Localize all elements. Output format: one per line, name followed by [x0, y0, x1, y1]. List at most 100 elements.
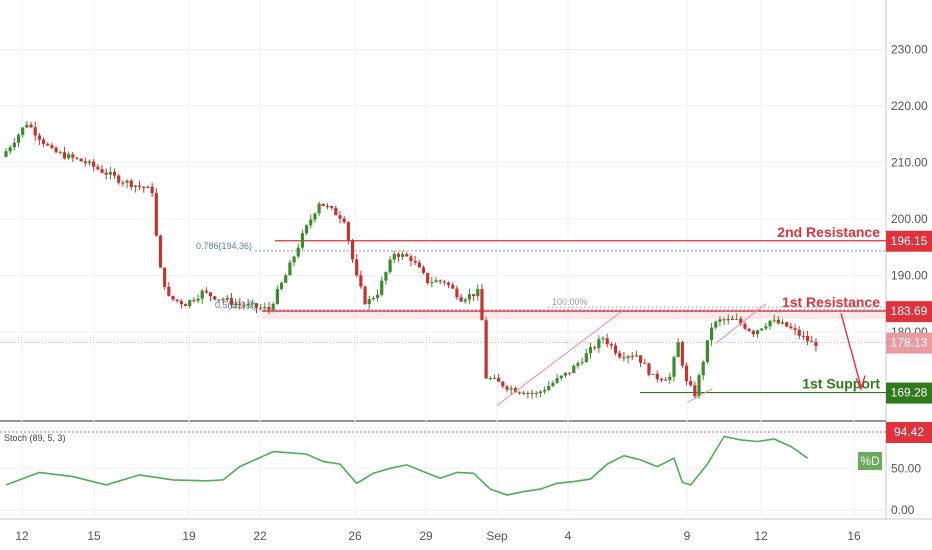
candle-body	[62, 152, 67, 159]
drawings	[496, 303, 866, 406]
level-price-badge: 196.15	[891, 234, 928, 248]
candle-body	[300, 233, 305, 248]
candle-body	[659, 379, 664, 381]
candle-body	[401, 254, 405, 257]
candle-body	[684, 365, 689, 382]
candle-body	[609, 344, 613, 346]
y-tick-label: 200.00	[891, 212, 928, 226]
candle-body	[275, 289, 279, 304]
candle-body	[163, 267, 167, 287]
candle-body	[142, 186, 146, 189]
candle-body	[755, 330, 760, 335]
candle-body	[580, 362, 584, 364]
candle-body	[680, 342, 684, 366]
x-tick-label: 4	[565, 529, 572, 543]
candle-body	[83, 161, 87, 164]
candle-body	[497, 377, 501, 382]
candle-body	[705, 340, 709, 362]
y-axis-ticks: 230.00220.00210.00200.00190.00180.0050.0…	[891, 43, 928, 518]
candle-body	[446, 282, 451, 285]
candle-body	[375, 294, 380, 299]
pattern-leg-line	[496, 311, 621, 406]
candle-body	[112, 172, 117, 176]
candle-body	[292, 256, 296, 263]
candle-body	[392, 254, 396, 260]
x-tick-label: 29	[419, 529, 433, 543]
candle-body	[618, 353, 622, 358]
candle-body	[317, 203, 321, 214]
level-price-badge: 183.69	[891, 304, 928, 318]
y-tick-label: 210.00	[891, 156, 928, 170]
candle-body	[71, 154, 75, 158]
candle-body	[79, 158, 83, 162]
candle-body	[154, 193, 158, 236]
candle-body	[597, 339, 601, 348]
candle-body	[138, 185, 142, 187]
candle-body	[593, 347, 597, 349]
candle-body	[476, 289, 480, 297]
candle-body	[626, 356, 630, 358]
candle-body	[501, 381, 505, 387]
candle-body	[484, 320, 488, 379]
candle-body	[505, 386, 509, 390]
candle-body	[208, 292, 213, 297]
x-tick-label: 19	[182, 529, 196, 543]
candle-body	[538, 391, 542, 393]
resistance-zone	[262, 309, 886, 320]
candle-body	[492, 377, 497, 379]
candle-body	[714, 321, 718, 328]
stoch-legend-label: %D	[860, 454, 880, 468]
candle-body	[355, 259, 359, 276]
candle-body	[747, 328, 751, 331]
candle-body	[772, 319, 776, 321]
candle-body	[229, 298, 234, 305]
pattern-leg-line	[687, 388, 713, 404]
candle-body	[613, 345, 618, 354]
candle-body	[371, 298, 375, 300]
candle-body	[108, 172, 112, 175]
candle-body	[388, 259, 392, 273]
fib-label: 100.00%	[552, 297, 588, 307]
candle-body	[221, 299, 225, 301]
candle-body	[367, 299, 371, 305]
candle-body	[263, 306, 267, 308]
candle-body	[639, 355, 643, 363]
candle-body	[522, 392, 526, 394]
x-axis-ticks: 12 15 19 22 26 29 Sep 4 9 12 16	[15, 529, 861, 543]
candle-body	[200, 290, 204, 299]
candle-body	[96, 166, 100, 170]
stoch-title: Stoch (89, 5, 3)	[4, 433, 66, 443]
candle-body	[179, 301, 183, 305]
candle-body	[75, 157, 79, 159]
fib-label: 0.786(194.36)	[196, 241, 252, 251]
candle-body	[451, 284, 455, 289]
candle-body	[37, 135, 41, 140]
candle-body	[768, 320, 772, 327]
candle-body	[647, 363, 651, 375]
candle-body	[739, 318, 743, 324]
candle-body	[430, 282, 434, 284]
candle-body	[117, 175, 121, 183]
candle-body	[175, 299, 179, 302]
candle-body	[513, 388, 517, 393]
grid	[0, 0, 886, 519]
candle-body	[242, 304, 246, 306]
candle-body	[480, 289, 484, 321]
candle-body	[664, 379, 668, 381]
candle-body	[793, 328, 797, 331]
candle-body	[517, 392, 522, 394]
candle-body	[363, 286, 367, 305]
candle-body	[672, 357, 676, 377]
candle-body	[693, 385, 697, 397]
candle-body	[735, 318, 739, 320]
candle-body	[50, 145, 54, 148]
candle-body	[54, 147, 58, 153]
candle-body	[33, 127, 37, 136]
candle-body	[342, 218, 346, 223]
level-price-badge-bg	[886, 301, 932, 323]
candle-body	[534, 392, 538, 394]
candle-body	[100, 169, 104, 173]
candle-body	[718, 319, 722, 322]
candle-body	[313, 213, 317, 220]
